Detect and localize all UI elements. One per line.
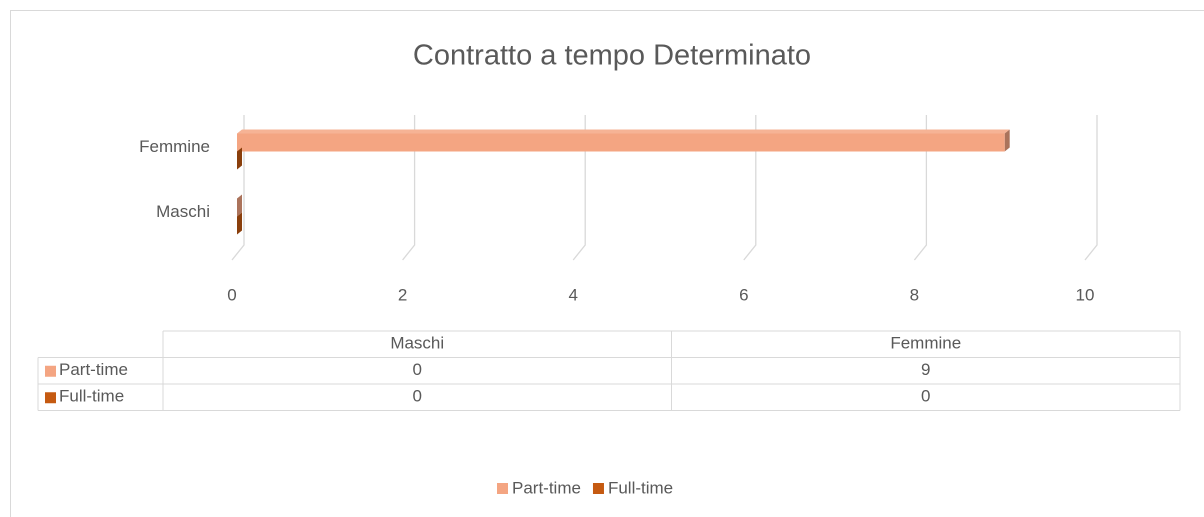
grid-line [572, 115, 586, 261]
x-tick-label: 6 [739, 285, 748, 304]
table-cell: 0 [413, 360, 422, 379]
table-legend-key [45, 365, 56, 377]
x-tick-label: 10 [1076, 285, 1095, 304]
bar-side [1004, 129, 1010, 152]
bar-side [237, 147, 242, 170]
table-cell: 0 [413, 387, 422, 406]
x-tick-label: 0 [227, 285, 236, 304]
table-legend-key [45, 392, 56, 404]
x-tick-label: 4 [568, 285, 577, 304]
y-tick-label: Maschi [156, 202, 210, 221]
bar [237, 133, 1005, 152]
x-tick-label: 2 [398, 285, 407, 304]
legend-label: Part-time [512, 478, 581, 497]
table-row-label: Full-time [59, 387, 124, 406]
chart-frame [10, 10, 1204, 517]
table-cell: 0 [921, 387, 930, 406]
bar-side [237, 212, 242, 235]
table-cell: 9 [921, 360, 930, 379]
table-row-label: Part-time [59, 360, 128, 379]
y-tick-label: Femmine [139, 137, 210, 156]
table-header: Femmine [890, 334, 961, 353]
grid-line [402, 115, 416, 261]
x-tick-label: 8 [910, 285, 919, 304]
bar-top [237, 129, 1010, 134]
chart-title: Contratto a tempo Determinato [413, 40, 811, 72]
bar-side [237, 194, 242, 217]
grid-line [231, 115, 245, 261]
grid-line [913, 115, 928, 261]
legend-label: Full-time [608, 478, 673, 497]
legend-key [592, 483, 604, 494]
grid-line [743, 115, 757, 261]
legend-key [497, 483, 508, 494]
grid-line [1084, 115, 1098, 261]
table-header: Maschi [390, 334, 444, 353]
